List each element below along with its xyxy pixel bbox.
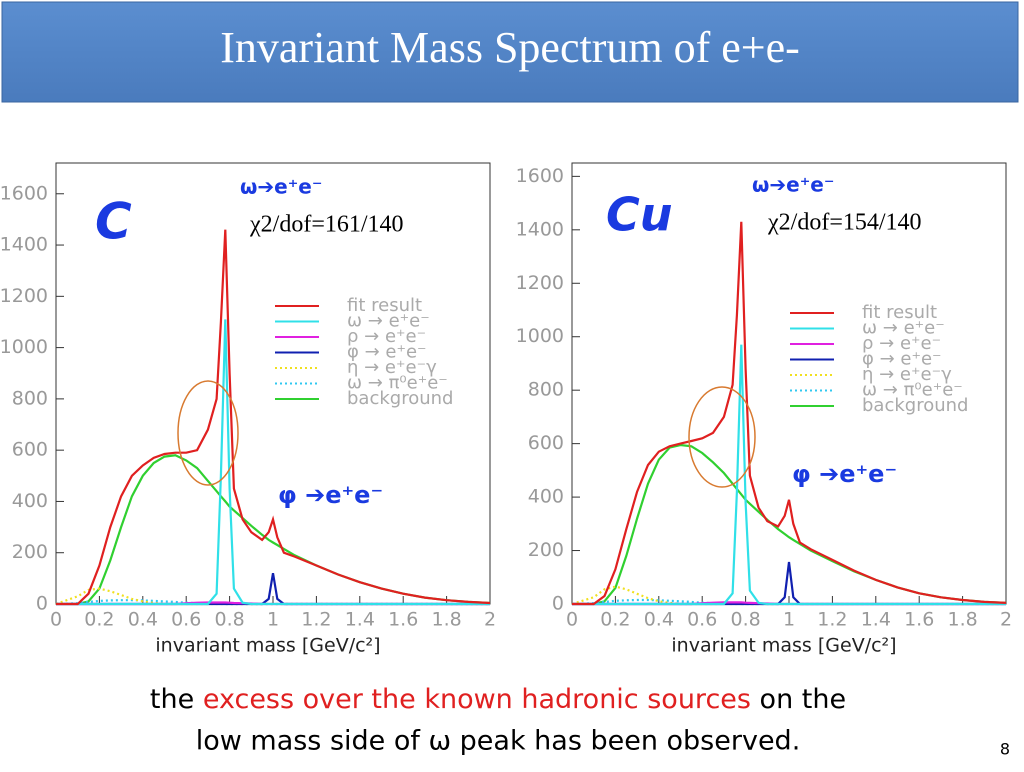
- y-tick-label: 0: [552, 593, 564, 615]
- y-tick-label: 1000: [0, 336, 48, 358]
- series-line: [56, 319, 490, 606]
- x-tick-label: 1.8: [431, 609, 461, 631]
- legend-label: ω → π⁰e⁺e⁻: [347, 373, 448, 394]
- footer-line1: the excess over the known hadronic sourc…: [150, 684, 846, 715]
- y-tick-label: 1400: [0, 234, 48, 256]
- x-tick-label: 0: [566, 609, 578, 631]
- footer-line2: low mass side of ω peak has been observe…: [196, 726, 801, 757]
- y-tick-label: 1600: [516, 165, 564, 187]
- x-tick-label: 1: [783, 609, 795, 631]
- x-tick-label: 0.8: [730, 609, 760, 631]
- y-tick-label: 1600: [0, 182, 48, 204]
- chart: 0 200 400 600 800 1000 1200 1400 1600 0 0.2 0.4 0.6 0…: [0, 162, 496, 657]
- series-line: [572, 443, 1007, 606]
- highlight-ellipse: [177, 380, 239, 486]
- x-tick-label: 1.4: [861, 609, 891, 631]
- legend-label: ω → e⁺e⁻: [347, 311, 430, 332]
- legend-label: ρ → e⁺e⁻: [347, 326, 426, 347]
- x-tick-label: 1.6: [388, 609, 418, 631]
- x-axis-label: invariant mass [GeV/c²]: [671, 635, 896, 657]
- y-tick-label: 800: [528, 379, 564, 401]
- chart: 0 200 400 600 800 1000 1200 1400 1600 0 0.2 0.4 0.6 0…: [516, 162, 1012, 657]
- x-tick-label: 0.4: [644, 609, 674, 631]
- legend-label: background: [862, 395, 968, 416]
- x-tick-label: 0.6: [171, 609, 201, 631]
- series-line: [56, 454, 491, 606]
- y-tick-label: 200: [12, 541, 48, 563]
- page-number: 8: [1000, 740, 1010, 759]
- legend-label: η → e⁺e⁻γ: [347, 357, 437, 378]
- x-tick-label: 1.8: [947, 609, 977, 631]
- legend-label: ω → π⁰e⁺e⁻: [862, 380, 963, 401]
- y-tick-label: 600: [528, 432, 564, 454]
- annotation: χ2/dof=161/140: [249, 212, 404, 238]
- y-tick-label: 1200: [516, 272, 564, 294]
- y-tick-label: 800: [12, 387, 48, 409]
- y-tick-label: 400: [528, 486, 564, 508]
- annotation: ω➔e⁺e⁻: [752, 173, 834, 197]
- annotation: φ ➔e⁺e⁻: [792, 460, 897, 488]
- y-tick-labels: 0 200 400 600 800 1000 1200 1400 1600: [516, 165, 564, 615]
- annotation: ω➔e⁺e⁻: [240, 175, 322, 199]
- legend-label: φ → e⁺e⁻: [862, 349, 942, 370]
- x-tick-label: 1.2: [301, 609, 331, 631]
- header-band: [1, 1, 1019, 103]
- legend-label: φ → e⁺e⁻: [347, 342, 427, 363]
- series-line: [572, 221, 1007, 606]
- x-tick-label: 0.2: [600, 609, 630, 631]
- y-tick-label: 200: [528, 539, 564, 561]
- legend-label: η → e⁺e⁻γ: [862, 364, 952, 385]
- highlight-ellipse: [688, 386, 756, 488]
- y-tick-label: 1000: [516, 325, 564, 347]
- annotation: C: [95, 193, 132, 251]
- x-tick-label: 1: [267, 609, 279, 631]
- x-tick-label: 2: [484, 609, 496, 631]
- x-tick-label: 0.6: [687, 609, 717, 631]
- legend-label: ω → e⁺e⁻: [862, 318, 945, 339]
- footer-text: on the: [751, 684, 846, 715]
- series-line: [571, 585, 1006, 606]
- y-tick-label: 1200: [0, 285, 48, 307]
- annotation: Cu: [606, 188, 673, 242]
- legend-label: fit result: [347, 295, 422, 316]
- footer-highlight: excess over the known hadronic sources: [203, 684, 751, 715]
- x-tick-label: 0.8: [214, 609, 244, 631]
- legend-label: fit result: [862, 302, 937, 323]
- x-tick-label: 0.4: [128, 609, 158, 631]
- y-tick-label: 600: [12, 439, 48, 461]
- legend-label: ρ → e⁺e⁻: [862, 333, 941, 354]
- x-tick-label: 0.2: [84, 609, 114, 631]
- footer: the excess over the known hadronic sourc…: [150, 684, 1010, 759]
- annotation: φ ➔e⁺e⁻: [278, 481, 383, 509]
- x-axis-label: invariant mass [GeV/c²]: [155, 635, 380, 657]
- slide-title: Invariant Mass Spectrum of e+e-: [220, 23, 800, 72]
- footer-text: the: [150, 684, 203, 715]
- x-tick-label: 0: [50, 609, 62, 631]
- y-tick-label: 1400: [516, 218, 564, 240]
- legend-label: background: [347, 388, 453, 409]
- series-line: [572, 344, 1006, 606]
- x-tick-label: 2: [1000, 609, 1012, 631]
- x-tick-label: 1.6: [904, 609, 934, 631]
- y-tick-label: 400: [12, 490, 48, 512]
- annotation: χ2/dof=154/140: [767, 210, 922, 236]
- y-tick-labels: 0 200 400 600 800 1000 1200 1400 1600: [0, 182, 48, 614]
- series-line: [56, 229, 491, 606]
- y-tick-label: 0: [36, 593, 48, 615]
- x-tick-label: 1.2: [817, 609, 847, 631]
- x-tick-label: 1.4: [345, 609, 375, 631]
